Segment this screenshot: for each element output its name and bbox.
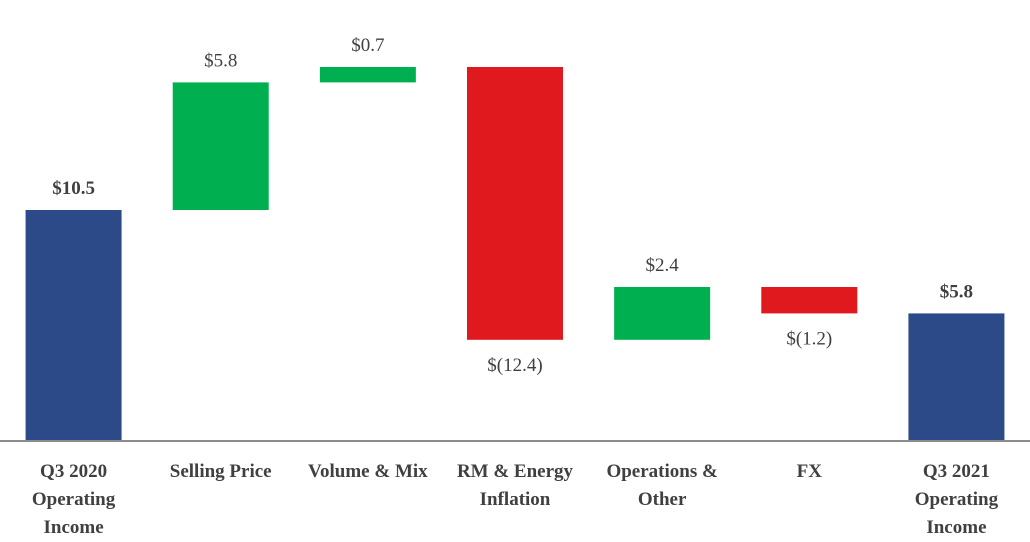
x-tick-label: Q3 2021 Operating Income [914, 461, 999, 538]
x-tick-label: Q3 2020 Operating Income [31, 461, 116, 538]
x-tick-label: Volume & Mix [308, 461, 428, 482]
data-label: $(1.2) [786, 328, 832, 349]
bar [319, 67, 416, 83]
bar [25, 210, 122, 441]
bar [467, 67, 563, 340]
x-tick-label: RM & Energy Inflation [456, 461, 574, 510]
bar [908, 313, 1005, 441]
x-tick-label: Operations & Other [606, 461, 718, 510]
data-label: $2.4 [646, 255, 680, 276]
data-label: $(12.4) [487, 355, 542, 376]
x-tick-label: Selling Price [169, 461, 272, 482]
data-label: $0.7 [351, 35, 384, 56]
data-label: $5.8 [204, 50, 237, 71]
data-label: $10.5 [52, 178, 95, 199]
bar [172, 82, 269, 210]
data-label: $5.8 [940, 281, 973, 302]
bar [614, 287, 711, 340]
bar [761, 287, 858, 314]
x-tick-label: FX [796, 461, 822, 482]
